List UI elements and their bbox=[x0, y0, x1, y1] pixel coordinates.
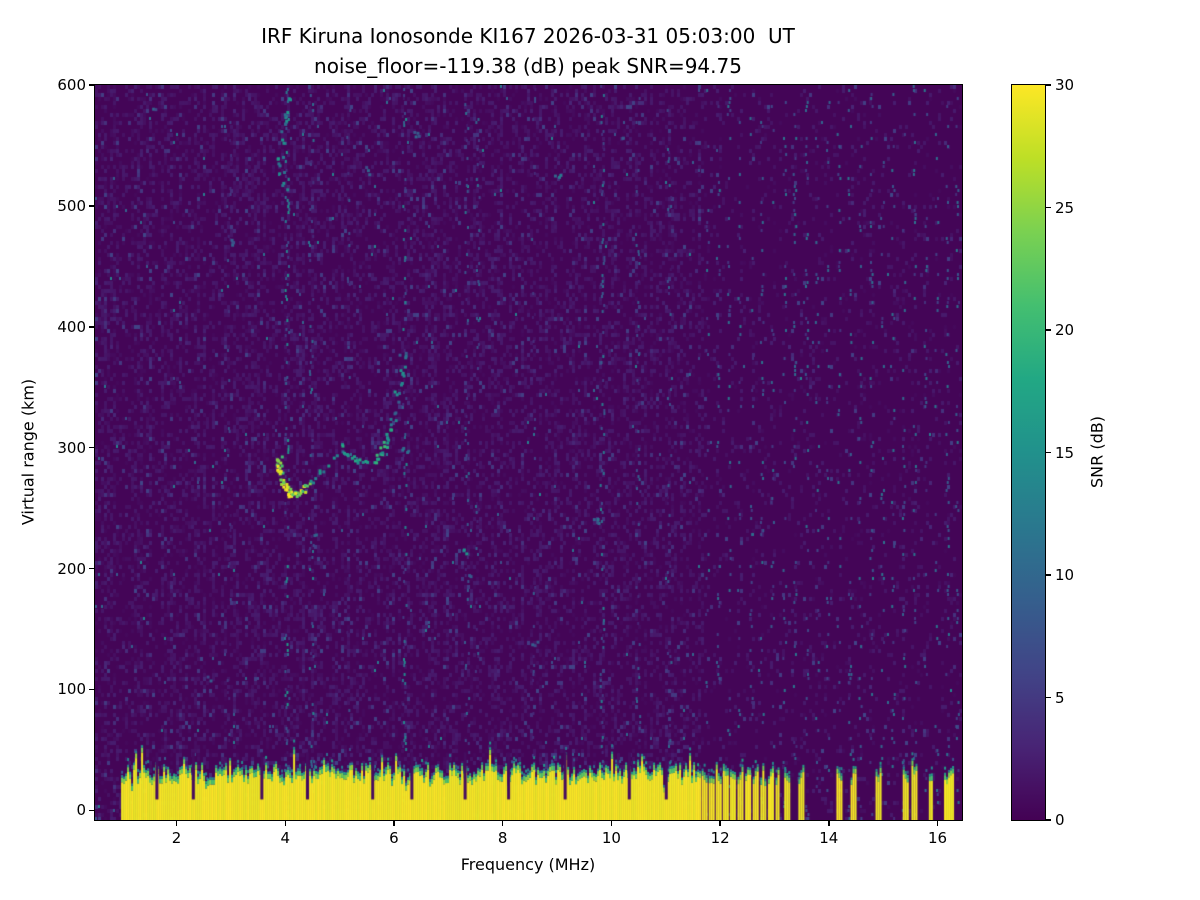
colorbar-tick-mark bbox=[1046, 819, 1051, 821]
x-tick-mark bbox=[828, 821, 830, 826]
x-axis-label: Frequency (MHz) bbox=[460, 855, 596, 874]
x-tick-mark bbox=[719, 821, 721, 826]
chart-subtitle: noise_floor=-119.38 (dB) peak SNR=94.75 bbox=[314, 54, 742, 78]
colorbar-tick-label: 0 bbox=[1055, 811, 1065, 829]
y-tick-label: 200 bbox=[57, 559, 86, 578]
y-tick-mark bbox=[89, 688, 94, 691]
colorbar-label: SNR (dB) bbox=[1087, 416, 1107, 488]
chart-title: IRF Kiruna Ionosonde KI167 2026-03-31 05… bbox=[261, 24, 795, 48]
x-tick-label: 4 bbox=[280, 829, 291, 847]
y-tick-mark bbox=[89, 84, 94, 86]
y-tick-mark bbox=[89, 809, 94, 812]
x-tick-label: 14 bbox=[819, 829, 839, 847]
x-tick-label: 12 bbox=[710, 829, 730, 847]
colorbar-tick-label: 25 bbox=[1055, 198, 1075, 217]
colorbar-tick-label: 20 bbox=[1055, 321, 1075, 339]
y-tick-label: 500 bbox=[57, 196, 86, 215]
colorbar-tick-mark bbox=[1046, 574, 1051, 576]
y-axis-label: Virtual range (km) bbox=[18, 378, 38, 526]
colorbar-tick-label: 5 bbox=[1055, 688, 1065, 707]
colorbar-tick-mark bbox=[1046, 84, 1051, 86]
y-tick-mark bbox=[89, 205, 94, 207]
colorbar bbox=[1011, 84, 1046, 821]
y-tick-mark bbox=[89, 446, 94, 449]
x-tick-mark bbox=[284, 821, 286, 826]
x-tick-label: 8 bbox=[497, 829, 508, 847]
y-tick-label: 100 bbox=[57, 680, 86, 699]
x-tick-label: 10 bbox=[601, 829, 621, 847]
y-tick-mark bbox=[89, 326, 94, 328]
y-tick-label: 600 bbox=[57, 76, 86, 94]
colorbar-tick-mark bbox=[1046, 206, 1051, 209]
x-tick-label: 6 bbox=[389, 829, 399, 847]
x-tick-label: 2 bbox=[171, 829, 182, 847]
x-tick-mark bbox=[936, 821, 939, 826]
y-tick-label: 0 bbox=[76, 801, 86, 820]
x-tick-mark bbox=[610, 821, 613, 826]
x-tick-mark bbox=[393, 821, 395, 826]
x-tick-label: 16 bbox=[927, 829, 948, 847]
y-tick-label: 400 bbox=[57, 317, 86, 336]
y-tick-mark bbox=[89, 567, 94, 570]
colorbar-tick-mark bbox=[1046, 696, 1051, 699]
colorbar-tick-label: 15 bbox=[1055, 443, 1075, 462]
colorbar-tick-mark bbox=[1046, 451, 1051, 454]
colorbar-tick-label: 30 bbox=[1055, 76, 1075, 94]
x-tick-mark bbox=[175, 821, 178, 826]
x-tick-mark bbox=[501, 821, 504, 826]
ionogram-canvas bbox=[94, 84, 963, 821]
y-tick-label: 300 bbox=[57, 438, 86, 457]
colorbar-tick-mark bbox=[1046, 329, 1051, 331]
colorbar-tick-label: 10 bbox=[1055, 566, 1075, 584]
